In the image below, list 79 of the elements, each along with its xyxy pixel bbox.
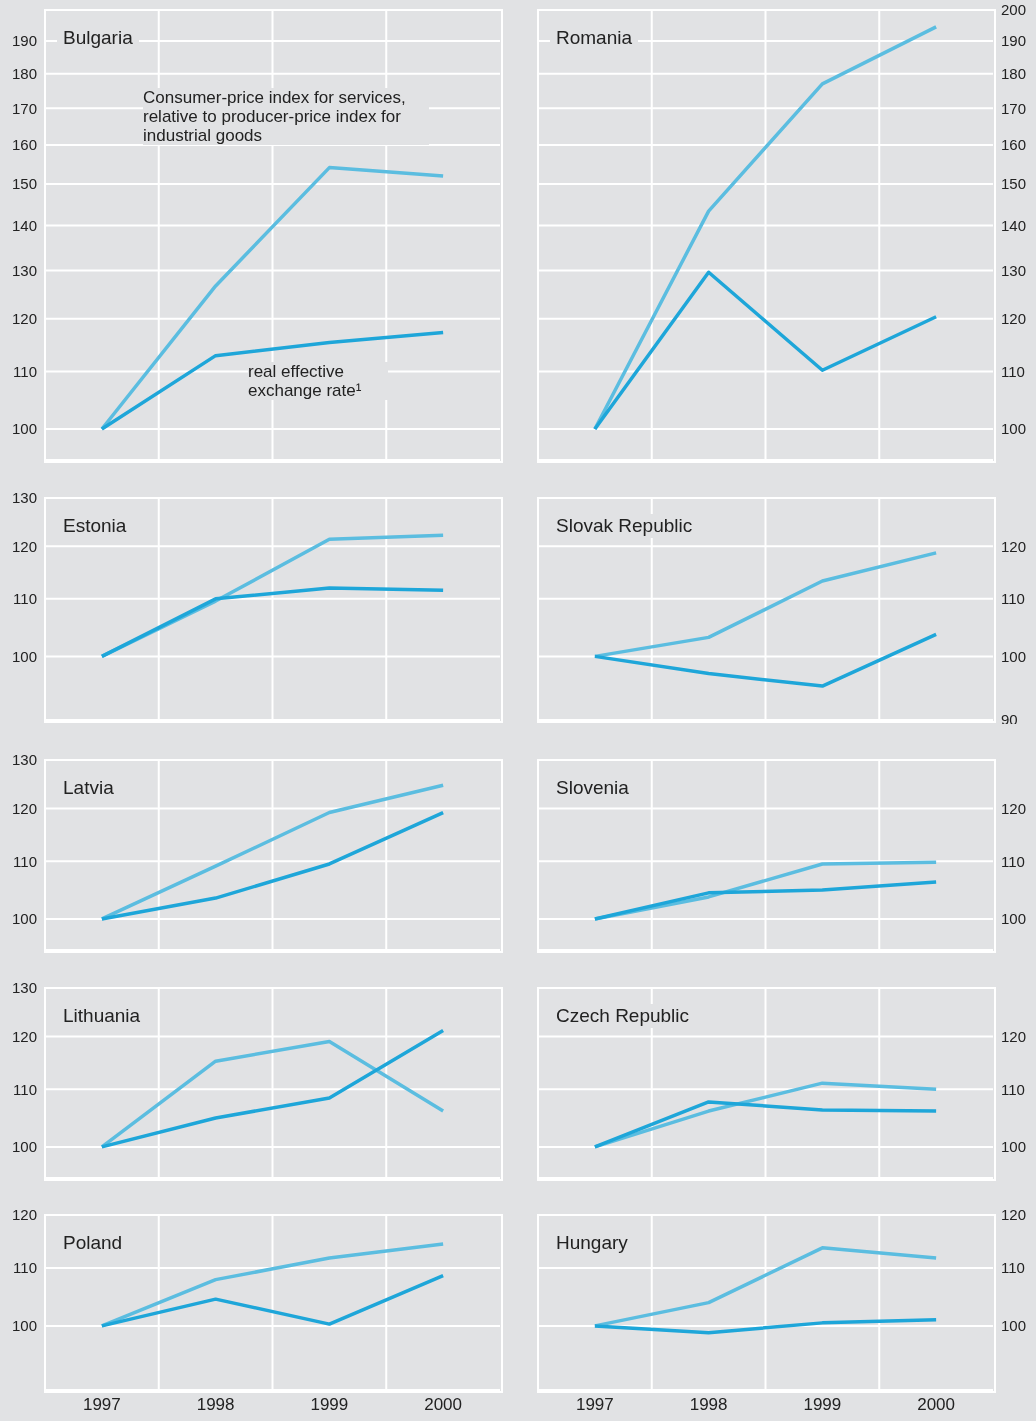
text: Lithuania bbox=[57, 1004, 147, 1028]
y-tick-label: 100 bbox=[11, 910, 37, 928]
y-tick-label: 130 bbox=[11, 261, 37, 279]
y-tick-label: 110 bbox=[13, 590, 37, 608]
y-tick-label: 140 bbox=[11, 216, 37, 234]
y-tick-label: 110 bbox=[1001, 1259, 1025, 1277]
line-series bbox=[100, 586, 445, 659]
y-tick-label: 120 bbox=[11, 1206, 37, 1224]
x-tick-label: 1997 bbox=[82, 1395, 121, 1415]
y-tick-label: 150 bbox=[1001, 175, 1027, 193]
y-tick-label: 170 bbox=[11, 99, 37, 117]
y-tick-label: 110 bbox=[13, 1259, 37, 1277]
y-tick-label: 140 bbox=[1001, 216, 1027, 234]
y-tick-label: 120 bbox=[1001, 537, 1027, 555]
text: Poland bbox=[57, 1231, 129, 1255]
line-series bbox=[593, 270, 938, 431]
text: Latvia bbox=[57, 776, 120, 800]
y-tick-label: 130 bbox=[11, 751, 37, 769]
y-tick-label: 110 bbox=[1001, 852, 1025, 870]
x-tick-label: 2000 bbox=[424, 1395, 463, 1415]
line-series bbox=[593, 1318, 938, 1335]
y-tick-label: 100 bbox=[1001, 1138, 1027, 1156]
y-tick-label: 200 bbox=[1001, 1, 1027, 19]
x-tick-label: 1997 bbox=[575, 1395, 614, 1415]
y-tick-label: 130 bbox=[11, 489, 37, 507]
y-tick-label: 120 bbox=[1001, 1206, 1027, 1224]
y-tick-label: 180 bbox=[1001, 65, 1027, 83]
y-tick-label: 100 bbox=[11, 420, 37, 438]
y-tick-label: 120 bbox=[1001, 1027, 1027, 1045]
y-tick-label: 100 bbox=[1001, 1317, 1027, 1335]
x-tick-label: 1999 bbox=[310, 1395, 349, 1415]
y-tick-label: 160 bbox=[11, 136, 37, 154]
y-tick-label: 110 bbox=[1001, 1080, 1025, 1098]
text: Bulgaria bbox=[57, 26, 139, 50]
y-tick-label: 190 bbox=[1001, 32, 1027, 50]
line-series bbox=[100, 165, 445, 431]
y-tick-label: 110 bbox=[1001, 590, 1025, 608]
line-series bbox=[100, 1273, 445, 1328]
y-tick-label: 180 bbox=[11, 65, 37, 83]
y-tick-label: 120 bbox=[11, 537, 37, 555]
text: Hungary bbox=[550, 1231, 634, 1255]
line-series bbox=[593, 1100, 938, 1149]
y-tick-label: 120 bbox=[11, 310, 37, 328]
y-tick-label: 160 bbox=[1001, 136, 1027, 154]
y-tick-label: 100 bbox=[1001, 420, 1027, 438]
y-tick-label: 120 bbox=[11, 799, 37, 817]
y-tick-label: 110 bbox=[13, 852, 37, 870]
y-tick-label: 120 bbox=[1001, 799, 1027, 817]
y-tick-label: 110 bbox=[1001, 362, 1025, 380]
x-tick-label: 1998 bbox=[689, 1395, 728, 1415]
text: Slovak Republic bbox=[550, 514, 699, 538]
line-series bbox=[593, 632, 938, 688]
y-tick-label: 110 bbox=[13, 362, 37, 380]
text: Czech Republic bbox=[550, 1004, 696, 1028]
y-tick-label: 100 bbox=[11, 647, 37, 665]
text: Slovenia bbox=[550, 776, 635, 800]
series-label: real effective exchange rate¹ bbox=[248, 362, 388, 400]
y-tick-label: 130 bbox=[11, 979, 37, 997]
line-series bbox=[100, 330, 445, 431]
y-tick-label: 110 bbox=[13, 1080, 37, 1098]
line-series bbox=[593, 880, 938, 921]
y-tick-label: 100 bbox=[11, 1138, 37, 1156]
y-tick-label: 150 bbox=[11, 175, 37, 193]
y-tick-label: 120 bbox=[1001, 310, 1027, 328]
x-tick-label: 1999 bbox=[803, 1395, 842, 1415]
x-tick-label: 1998 bbox=[196, 1395, 235, 1415]
y-tick-label: 100 bbox=[1001, 910, 1027, 928]
text: Romania bbox=[550, 26, 639, 50]
line-series bbox=[100, 810, 445, 921]
y-tick-label: 190 bbox=[11, 32, 37, 50]
series-label: Consumer-price index for services, relative to producer-price index for industrial goods bbox=[143, 88, 429, 145]
text: Estonia bbox=[57, 514, 133, 538]
y-tick-label: 100 bbox=[1001, 647, 1027, 665]
y-tick-label: 130 bbox=[1001, 261, 1027, 279]
y-tick-label: 120 bbox=[11, 1027, 37, 1045]
y-tick-label: 100 bbox=[11, 1317, 37, 1335]
x-tick-label: 2000 bbox=[917, 1395, 956, 1415]
line-series bbox=[593, 551, 938, 659]
y-tick-label: 170 bbox=[1001, 99, 1027, 117]
